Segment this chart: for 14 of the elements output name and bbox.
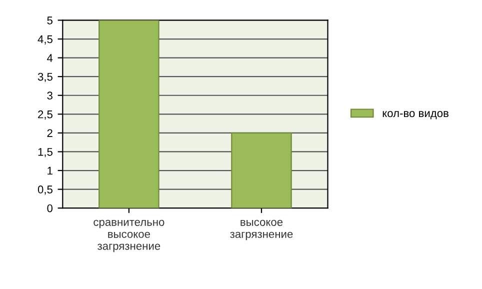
x-tick-label: сравнительно высокое загрязнение <box>94 220 164 252</box>
y-tick-label: 2,5 <box>38 110 52 120</box>
y-tick-label: 3 <box>47 92 52 100</box>
y-tick-label: 0 <box>47 204 53 212</box>
y-tick-label: 5 <box>47 16 52 24</box>
y-tick-label: 1 <box>48 166 52 175</box>
y-tick-label: 3,5 <box>38 72 52 82</box>
y-tick-label: 2 <box>47 129 52 137</box>
y-tick-label: 4,5 <box>38 35 52 44</box>
y-tick-label: 1,5 <box>38 148 52 158</box>
y-tick-label: 0,5 <box>38 186 52 195</box>
y-tick-label: 4 <box>47 54 53 62</box>
x-tick-label: высокое загрязнение <box>230 220 293 240</box>
legend-label: кол-во видов <box>382 111 448 120</box>
